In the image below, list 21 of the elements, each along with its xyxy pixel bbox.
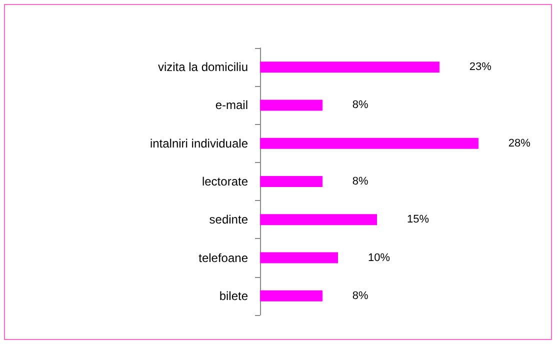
data-label: 10%	[368, 252, 390, 264]
y-tick-label: vizita la domiciliu	[158, 60, 248, 74]
y-tick-label: lectorate	[202, 174, 248, 188]
bar	[260, 100, 322, 111]
y-tick-label: e-mail	[215, 98, 248, 112]
bar	[260, 252, 338, 264]
data-label: 8%	[352, 99, 369, 112]
y-tick-label: telefoane	[198, 250, 248, 265]
bar	[260, 214, 377, 226]
data-label: 23%	[469, 61, 492, 74]
data-label: 8%	[352, 176, 369, 188]
y-tick-label: bilete	[219, 288, 248, 303]
bar	[260, 176, 322, 187]
bar	[260, 290, 322, 302]
y-tick-label: sedinte	[209, 212, 248, 227]
bar	[260, 62, 440, 73]
data-label: 15%	[407, 214, 430, 226]
data-label: 8%	[352, 290, 369, 302]
y-tick-label: intalniri individuale	[150, 136, 248, 150]
bar	[260, 138, 478, 149]
data-label: 28%	[508, 137, 531, 150]
